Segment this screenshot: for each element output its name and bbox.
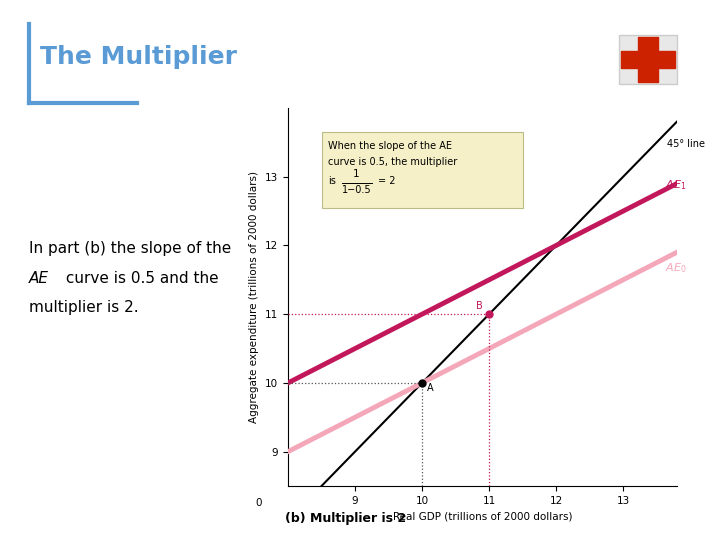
FancyBboxPatch shape	[322, 132, 523, 208]
FancyBboxPatch shape	[619, 35, 677, 84]
Text: (b) Multiplier is 2: (b) Multiplier is 2	[285, 512, 406, 525]
X-axis label: Real GDP (trillions of 2000 dollars): Real GDP (trillions of 2000 dollars)	[392, 511, 572, 521]
Text: curve is 0.5 and the: curve is 0.5 and the	[61, 271, 219, 286]
Text: B: B	[476, 301, 482, 312]
Text: 45° line: 45° line	[667, 139, 705, 149]
Text: 1: 1	[353, 170, 360, 179]
Text: A: A	[427, 383, 433, 393]
Text: multiplier is 2.: multiplier is 2.	[29, 300, 138, 315]
Text: $AE_1$: $AE_1$	[665, 178, 686, 192]
Text: is: is	[328, 176, 336, 186]
Text: $AE_0$: $AE_0$	[665, 261, 686, 275]
Text: 1−0.5: 1−0.5	[341, 185, 372, 194]
Text: curve is 0.5, the multiplier: curve is 0.5, the multiplier	[328, 157, 457, 167]
Y-axis label: Aggregate expenditure (trillions of 2000 dollars): Aggregate expenditure (trillions of 2000…	[249, 171, 259, 423]
Text: AE: AE	[29, 271, 49, 286]
Text: The Multiplier: The Multiplier	[40, 45, 237, 69]
Text: When the slope of the AE: When the slope of the AE	[328, 141, 452, 151]
Text: = 2: = 2	[379, 176, 396, 186]
Text: 0: 0	[256, 498, 262, 508]
Text: In part (b) the slope of the: In part (b) the slope of the	[29, 241, 231, 256]
